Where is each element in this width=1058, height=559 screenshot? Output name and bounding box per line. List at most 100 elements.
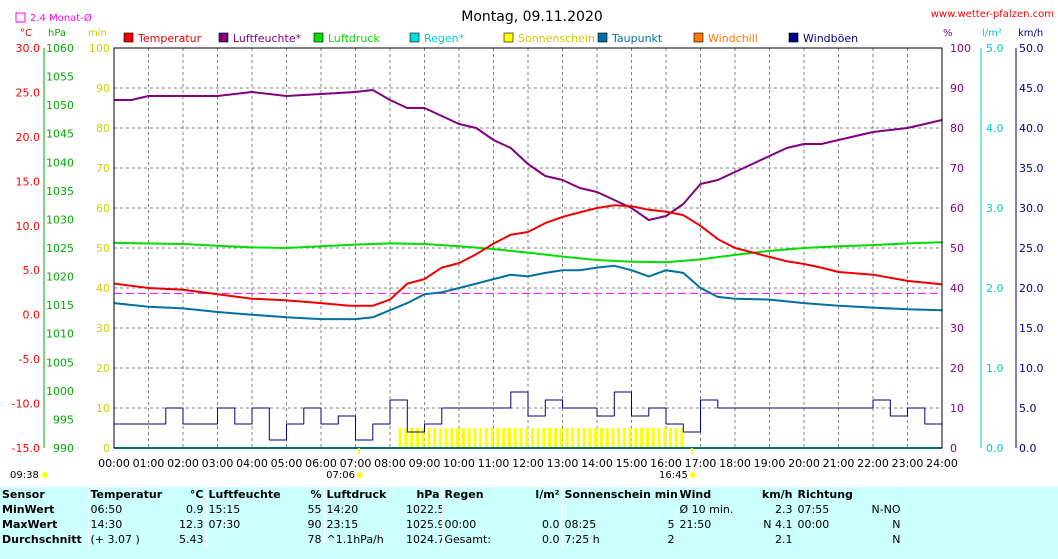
sunshine-bar [565,428,569,448]
sunshine-bar [680,428,684,448]
hdr-hum: Luftfeuchte [205,487,286,502]
temp-time: 06:50 [87,502,168,517]
wind-tick-label: 20.0 [1019,282,1044,295]
time-tick-label: 13:00 [547,457,579,470]
pressure-tick-label: 1030 [46,213,74,226]
sun-icon [42,472,48,478]
website-link[interactable]: www.wetter-pfalzen.com [931,9,1054,20]
dir-val: N [892,533,901,546]
wind-val: 2.1 [775,533,793,546]
series-lines [113,89,943,449]
hdr-temp: Temperatur [87,487,168,502]
sunshine-bar [542,428,546,448]
rain-time: 00:00 [441,517,512,532]
sunshine-bar [640,428,644,448]
legend-swatch [123,32,134,43]
hdr-dir: Richtung [794,487,904,502]
temp-tick-label: -10.0 [12,398,40,411]
sunshine-bar [438,428,442,448]
temp-tick-label: 30.0 [16,42,41,55]
sunshine-bar [415,428,419,448]
sunshine-bar [605,428,609,448]
pressure-tick-label: 1005 [46,356,74,369]
unit-temp: °C [20,28,32,39]
sunshine-bar [634,428,638,448]
legend-label: Windböen [803,32,858,45]
hdr-rain-unit: l/m² [535,488,560,501]
sunshine-bar [507,428,511,448]
sunshine-bar [479,428,483,448]
sunshine-bar [628,428,632,448]
press-time: ^1.1hPa/h [323,532,404,547]
pressure-tick-label: 1040 [46,156,74,169]
rain-tick-label: 3.0 [986,202,1004,215]
hdr-rain: Regen [441,487,512,502]
sun-time: 08:25 [561,517,637,532]
minutes-tick-label: 70 [96,162,110,175]
percent-tick-label: 30 [950,322,964,335]
sunshine-bar [502,428,506,448]
temp-val: 5.43 [179,533,204,546]
corner-time-label: 09:38 [10,470,39,481]
weather-chart: 30.0 25.0 20.0 15.0 10.0 5.0 0.0 -5.0 -10.0 -15.0… [10,9,1054,481]
time-tick-label: 19:00 [754,457,786,470]
sunshine-bar [599,428,603,448]
rain-val [512,502,562,517]
sunshine-bar [484,428,488,448]
sunshine-bar [663,428,667,448]
wind-tick-label: 5.0 [1019,402,1037,415]
statistics-panel: Sensor Temperatur °C Luftfeuchte % Luftd… [0,487,1058,559]
press-val: 1024.7 [406,533,442,546]
percent-tick-label: 20 [950,362,964,375]
minutes-tick-label: 0 [103,442,110,455]
dir-val: N [892,518,901,531]
percent-tick-label: 100 [950,42,971,55]
sunshine-bar [421,428,425,448]
stats-row-max: MaxWert 14:30 12.3 07:30 90 23:15 1025.9… [0,517,1058,532]
sunshine-bar [651,428,655,448]
legend-label: Luftdruck [328,32,380,45]
wind-val: 2.3 [775,503,793,516]
dir-time [794,532,864,547]
stats-spacer [902,532,1058,547]
time-tick-label: 16:00 [650,457,682,470]
sunset-label: 16:45 [659,470,688,481]
stats-row-min: MinWert 06:50 0.9 15:15 55 14:20 1022.5 … [0,502,1058,517]
axis-labels: 30.0 25.0 20.0 15.0 10.0 5.0 0.0 -5.0 -10.0 -15.0… [10,42,1044,481]
minutes-tick-label: 20 [96,362,110,375]
legend: Temperatur Luftfeuchte* Luftdruck Regen* Son… [123,32,858,45]
hum-time: 07:30 [205,517,286,532]
pressure-tick-label: 990 [53,442,74,455]
unit-minutes: min [88,28,107,39]
temp-time: 14:30 [87,517,168,532]
sunshine-bar [617,428,621,448]
temp-tick-label: 10.0 [16,220,41,233]
plot-border [113,47,943,449]
sun-val: 2 [667,533,675,546]
wind-tick-label: 0.0 [1019,442,1037,455]
hum-val: 78 [307,533,322,546]
legend-label: Temperatur [137,32,202,45]
legend-swatch [597,32,608,43]
rain-tick-label: 5.0 [986,42,1004,55]
time-tick-label: 06:00 [305,457,337,470]
wind-tick-label: 10.0 [1019,362,1044,375]
time-tick-label: 23:00 [892,457,924,470]
sunshine-bar [559,428,563,448]
time-tick-label: 15:00 [616,457,648,470]
minutes-tick-label: 80 [96,122,110,135]
stats-spacer [902,502,1058,517]
monthly-avg-icon [15,12,26,23]
temp-tick-label: 25.0 [16,86,41,99]
time-tick-label: 03:00 [202,457,234,470]
minutes-tick-label: 100 [89,42,110,55]
sunshine-bar [576,428,580,448]
humidity-line [114,89,943,221]
legend-swatch [313,32,324,43]
dir-val: N-NO [871,503,901,516]
hdr-wind-unit: km/h [761,488,793,501]
percent-tick-label: 90 [950,82,964,95]
stats-row-avg: Durchschnitt (+ 3.07 ) 5.43 78 ^1.1hPa/h… [0,532,1058,547]
minutes-tick-label: 60 [96,202,110,215]
pressure-tick-label: 1035 [46,185,74,198]
